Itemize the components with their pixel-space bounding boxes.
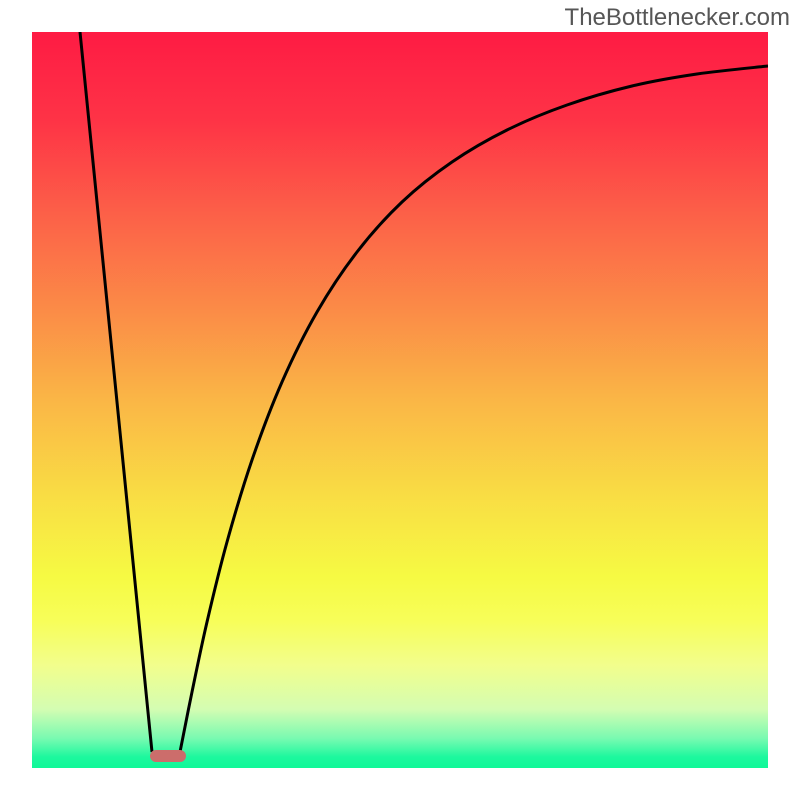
chart-frame [32,32,768,768]
watermark-text: TheBottlenecker.com [565,4,790,32]
right-ascending-curve [180,66,768,752]
curve-layer [32,32,768,768]
chart-container: TheBottlenecker.com [0,0,800,800]
left-descending-line [80,32,152,752]
minimum-marker [150,750,186,762]
